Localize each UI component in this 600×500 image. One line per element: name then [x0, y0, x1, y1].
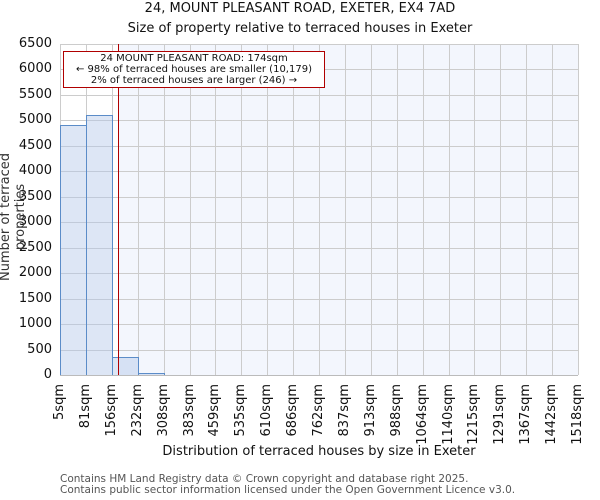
v-gridline: [293, 44, 295, 375]
v-gridline: [267, 44, 269, 375]
x-tick-label: 837sqm: [336, 384, 352, 437]
y-tick-label: 4000: [18, 163, 52, 179]
property-marker-line: [117, 44, 120, 375]
x-tick-label: 762sqm: [311, 384, 326, 437]
x-tick-label: 232sqm: [129, 384, 145, 437]
y-axis-label: Number of terraced properties: [0, 153, 28, 281]
y-tick-label: 3500: [18, 188, 52, 204]
marker-annotation: 24 MOUNT PLEASANT ROAD: 174sqm ← 98% of …: [63, 51, 325, 88]
x-tick-label: 1215sqm: [466, 384, 482, 445]
v-gridline: [422, 44, 424, 375]
y-tick-label: 500: [27, 341, 52, 357]
histogram-bar: [60, 124, 87, 375]
x-tick-label: 913sqm: [362, 384, 378, 437]
y-tick-label: 2500: [18, 239, 52, 255]
larger-region-shade: [117, 44, 578, 375]
v-gridline: [241, 44, 243, 375]
histogram-bar: [137, 372, 165, 375]
y-tick-label: 0: [43, 367, 52, 382]
v-gridline: [578, 44, 579, 375]
histogram-bar: [111, 356, 139, 375]
chart-title: 24, MOUNT PLEASANT ROAD, EXETER, EX4 7AD: [144, 1, 456, 16]
y-tick-label: 1000: [18, 316, 52, 332]
x-tick-label: 1064sqm: [414, 384, 430, 445]
y-tick-label: 1500: [18, 290, 52, 306]
v-gridline: [370, 44, 372, 375]
annotation-smaller: ← 98% of terraced houses are smaller (10…: [76, 64, 312, 75]
footer-licence: Contains public sector information licen…: [60, 484, 516, 496]
annotation-larger: 2% of terraced houses are larger (246) →: [90, 75, 298, 86]
y-tick-label: 6500: [18, 36, 52, 51]
histogram-bar: [85, 115, 113, 375]
x-tick-label: 988sqm: [388, 384, 404, 437]
annotation-title: 24 MOUNT PLEASANT ROAD: 174sqm: [100, 53, 288, 64]
v-gridline: [137, 44, 139, 375]
y-tick-label: 4500: [18, 137, 52, 153]
v-gridline: [163, 44, 165, 375]
x-axis-label: Distribution of terraced houses by size …: [162, 444, 476, 459]
x-tick-label: 686sqm: [285, 384, 301, 437]
x-tick-label: 1442sqm: [544, 384, 560, 445]
chart-subtitle: Size of property relative to terraced ho…: [127, 21, 473, 36]
v-gridline: [448, 44, 450, 375]
v-gridline: [319, 44, 320, 375]
v-gridline: [474, 44, 476, 375]
x-tick-label: 1140sqm: [440, 384, 456, 445]
x-tick-label: 308sqm: [155, 384, 171, 437]
v-gridline: [344, 44, 346, 375]
x-tick-label: 459sqm: [207, 384, 223, 437]
v-gridline: [552, 44, 554, 375]
x-axis-line: [60, 375, 578, 376]
x-tick-label: 1518sqm: [570, 384, 585, 445]
x-tick-label: 5sqm: [52, 384, 67, 420]
y-tick-label: 5000: [18, 112, 52, 128]
v-gridline: [396, 44, 398, 375]
y-tick-label: 5500: [18, 86, 52, 102]
x-tick-label: 156sqm: [103, 384, 119, 437]
y-tick-label: 3000: [18, 214, 52, 230]
v-gridline: [215, 44, 217, 375]
x-tick-label: 535sqm: [233, 384, 249, 437]
plot-area: [60, 44, 579, 376]
x-tick-label: 1367sqm: [518, 384, 534, 445]
x-tick-label: 610sqm: [259, 384, 275, 437]
v-gridline: [189, 44, 191, 375]
x-tick-label: 81sqm: [77, 384, 93, 429]
x-tick-label: 383sqm: [181, 384, 197, 437]
y-tick-label: 6000: [18, 61, 52, 77]
v-gridline: [500, 44, 502, 375]
x-tick-label: 1291sqm: [492, 384, 508, 445]
footer-copyright: Contains HM Land Registry data © Crown c…: [60, 473, 469, 485]
v-gridline: [526, 44, 528, 375]
y-tick-label: 2000: [18, 265, 52, 281]
